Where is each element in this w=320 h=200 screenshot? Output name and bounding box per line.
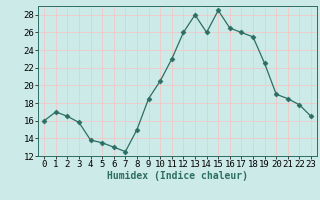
X-axis label: Humidex (Indice chaleur): Humidex (Indice chaleur) [107, 171, 248, 181]
